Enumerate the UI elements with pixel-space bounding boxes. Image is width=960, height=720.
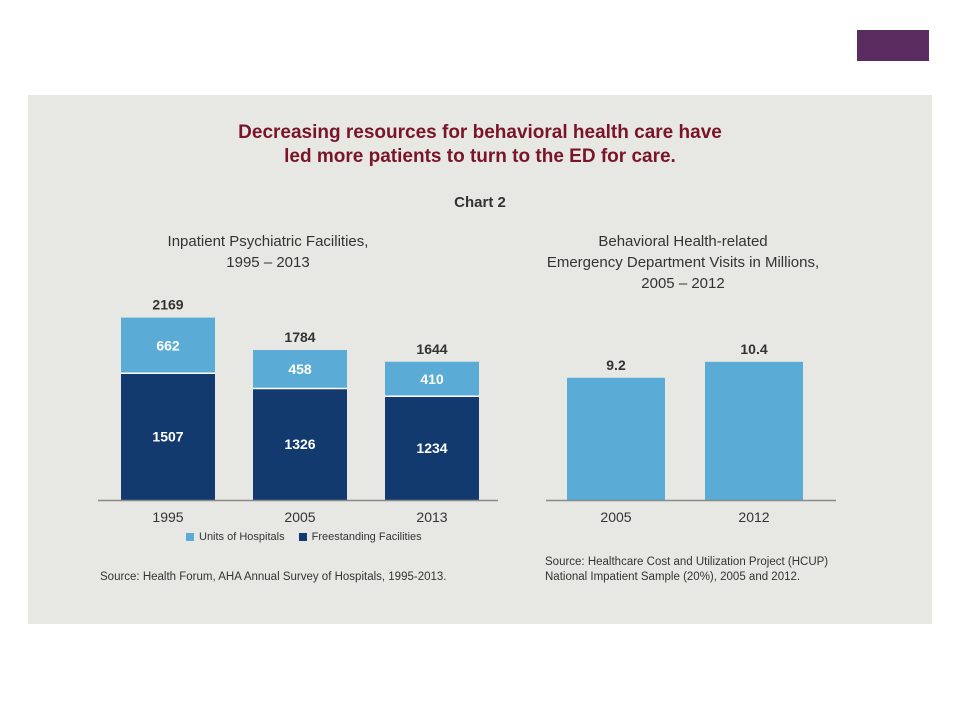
label-freestanding-2013: 1234: [416, 440, 447, 456]
bar-units-2013: [385, 361, 479, 397]
left-chart-title-line-2: 1995 – 2013: [226, 254, 310, 271]
left-chart-source: Source: Health Forum, AHA Annual Survey …: [100, 571, 447, 583]
legend-item-freestanding-facilities: Freestanding Facilities: [298, 531, 422, 543]
left-chart-legend: Units of Hospitals Freestanding Faciliti…: [186, 531, 422, 543]
right-chart-source: Source: Healthcare Cost and Utilization …: [545, 555, 828, 585]
label-units-2013: 410: [420, 371, 444, 387]
bar-ed-visits-2005: [567, 377, 665, 500]
right-chart-title: Behavioral Health-related Emergency Depa…: [533, 231, 833, 294]
charts-canvas: 1507 662 2169 1995 1326 458 1784 2005 1234 410 164…: [98, 297, 836, 525]
legend-label-units-of-hospitals: Units of Hospitals: [199, 531, 285, 543]
slide-accent-block: [857, 30, 929, 61]
label-ed-visits-2012: 10.4: [740, 341, 767, 357]
right-chart-source-line-1: Source: Healthcare Cost and Utilization …: [545, 556, 829, 568]
label-total-1995: 2169: [152, 297, 183, 313]
bar-ed-visits-2012: [705, 361, 803, 500]
slide-title: Decreasing resources for behavioral heal…: [28, 121, 932, 169]
legend-swatch-freestanding-facilities: [298, 533, 307, 541]
legend-swatch-units-of-hospitals: [186, 533, 194, 541]
left-chart-title: Inpatient Psychiatric Facilities, 1995 –…: [118, 231, 418, 273]
right-chart-source-line-2: National Impatient Sample (20%), 2005 an…: [545, 571, 801, 583]
left-chart-title-line-1: Inpatient Psychiatric Facilities,: [167, 233, 369, 250]
right-chart-title-line-3: 2005 – 2012: [641, 275, 725, 292]
label-freestanding-1995: 1507: [152, 429, 183, 445]
legend-item-units-of-hospitals: Units of Hospitals: [186, 531, 285, 543]
label-ed-visits-2005: 9.2: [606, 357, 626, 373]
legend-label-freestanding-facilities: Freestanding Facilities: [311, 531, 422, 543]
label-units-1995: 662: [156, 337, 180, 353]
x-tick-label-1995: 1995: [152, 509, 183, 525]
bar-freestanding-2013: [385, 396, 479, 500]
slide-title-line-2: led more patients to turn to the ED for …: [284, 146, 676, 167]
x-tick-label-2012: 2012: [738, 509, 769, 525]
chart-panel: Decreasing resources for behavioral heal…: [28, 95, 932, 624]
right-chart-title-line-2: Emergency Department Visits in Millions,: [546, 254, 820, 271]
x-tick-label-2005: 2005: [284, 509, 315, 525]
bar-freestanding-1995: [121, 373, 215, 500]
chart-number-label: Chart 2: [454, 194, 506, 211]
slide-title-line-1: Decreasing resources for behavioral heal…: [238, 122, 722, 143]
bar-units-2005: [253, 349, 347, 389]
x-tick-label-2005: 2005: [600, 509, 631, 525]
bar-freestanding-2005: [253, 388, 347, 500]
x-tick-label-2013: 2013: [416, 509, 447, 525]
right-chart-title-line-1: Behavioral Health-related: [598, 233, 768, 250]
label-freestanding-2005: 1326: [284, 436, 315, 452]
label-units-2005: 458: [288, 361, 312, 377]
label-total-2013: 1644: [416, 341, 447, 357]
bar-units-1995: [121, 317, 215, 374]
label-total-2005: 1784: [284, 329, 315, 345]
